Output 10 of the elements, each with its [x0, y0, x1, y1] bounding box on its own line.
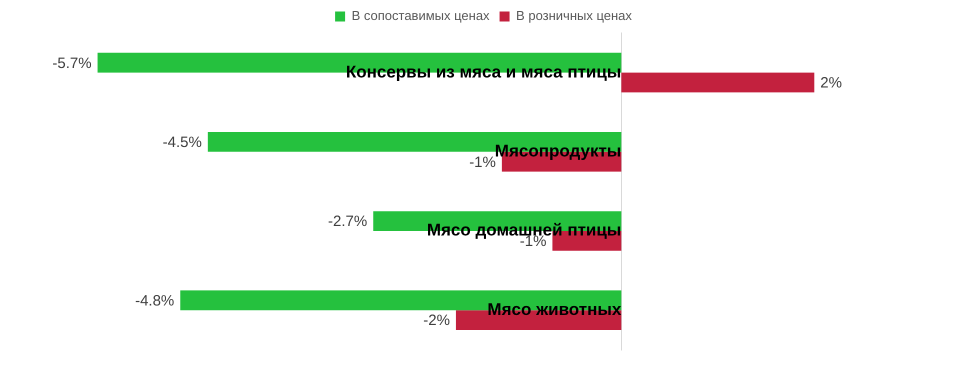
data-label: -2% [423, 312, 450, 330]
data-label: -2.7% [328, 213, 368, 230]
data-label: -4.5% [162, 134, 202, 152]
legend-label: В сопоставимых ценах [352, 8, 490, 24]
legend-label: В розничных ценах [516, 8, 632, 24]
data-label: -1% [469, 154, 496, 171]
data-label: -5.7% [52, 54, 92, 72]
data-label: -4.8% [135, 292, 174, 310]
data-label: 2% [820, 74, 842, 92]
y-tick-label: Мясопродукты [494, 141, 622, 160]
